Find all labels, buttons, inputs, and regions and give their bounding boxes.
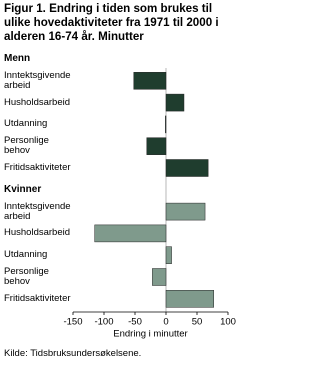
y-tick-label: Personlige behov [4, 266, 49, 287]
group-label: Kvinner [4, 183, 42, 195]
x-tick-label: 0 [163, 317, 168, 328]
chart-title: Figur 1. Endring i tiden som brukes til … [4, 2, 219, 43]
bar [152, 268, 167, 286]
bar [133, 72, 167, 90]
y-tick-label: Fritidsaktiviteter [4, 162, 71, 173]
y-tick-label: Inntektsgivende arbeid [4, 200, 71, 222]
y-tick-label: Husholdsarbeid [4, 227, 71, 239]
bar [94, 224, 167, 243]
y-tick-label: Husholdsarbeid [4, 96, 71, 108]
source: Kilde: Tidsbruksundersøkelsene. [4, 348, 142, 359]
chart: -150 -100 -50 0 50 100 Endring i minutter [63, 68, 236, 340]
x-tick-label: 50 [192, 317, 203, 328]
bar [146, 137, 167, 155]
bar [165, 290, 214, 308]
x-tick-label: -50 [128, 317, 142, 328]
bar [165, 115, 167, 134]
bar [165, 159, 209, 177]
x-axis-label: Endring i minutter [113, 329, 187, 340]
y-tick-label: Utdanning [4, 118, 48, 130]
y-tick-label: Fritidsaktiviteter [4, 292, 71, 304]
group-label: Menn [4, 53, 31, 64]
x-tick-label: -150 [63, 317, 82, 328]
bar [165, 202, 206, 221]
bar [165, 93, 185, 112]
x-tick-label: -100 [94, 317, 113, 328]
y-tick-label: Utdanning [4, 249, 48, 261]
y-tick-label: Personlige behov [4, 135, 49, 157]
y-tick-label: Inntektsgivende arbeid [4, 69, 71, 91]
bar [165, 246, 172, 264]
page: Figur 1. Endring i tiden som brukes til … [4, 2, 236, 359]
x-tick-label: 100 [220, 317, 236, 328]
